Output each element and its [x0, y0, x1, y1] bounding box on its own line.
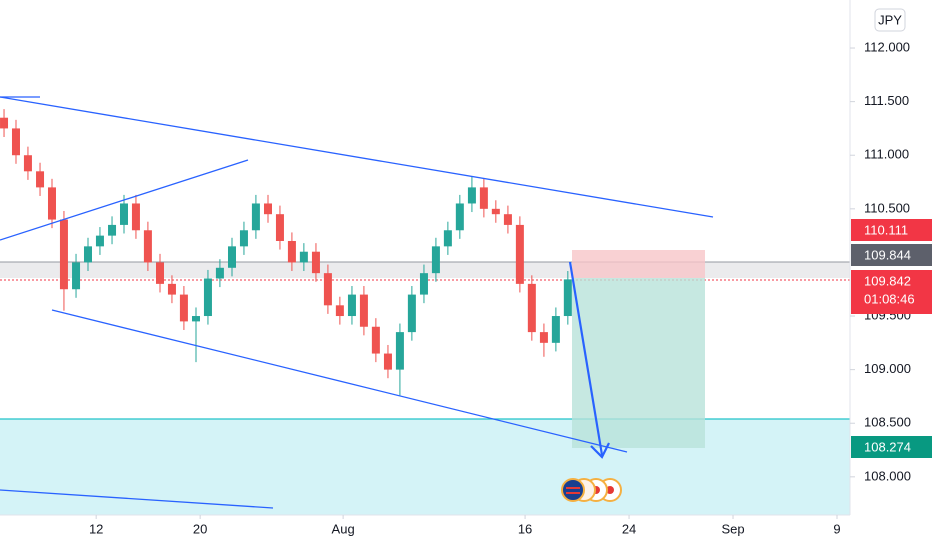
- candle-body: [23, 155, 32, 172]
- candle-body: [395, 332, 404, 370]
- forecast-arrow: [568, 261, 604, 456]
- flag-stripe: [566, 492, 580, 494]
- target-zone: [572, 278, 705, 448]
- candle-body: [47, 187, 56, 220]
- y-tick-label: 111.500: [864, 93, 909, 108]
- y-tick-label: 111.000: [864, 147, 909, 162]
- candle-body: [443, 230, 452, 247]
- candle-body: [299, 251, 308, 263]
- candle-body: [227, 246, 236, 268]
- candle-body: [72, 262, 81, 290]
- candle-body: [95, 235, 104, 247]
- candle-body: [203, 278, 212, 317]
- wedge-line: [0, 159, 249, 241]
- candle-body: [119, 203, 128, 225]
- price-label-box: [851, 244, 932, 266]
- candle-body: [287, 240, 296, 263]
- candle-body: [551, 316, 560, 343]
- price-label-box: [851, 270, 932, 314]
- event-icon: [561, 478, 585, 502]
- candle-body: [515, 224, 524, 284]
- candle-body: [0, 117, 9, 129]
- candle-body: [251, 203, 260, 231]
- candle-body: [539, 332, 548, 343]
- x-tick-label: 16: [518, 521, 532, 536]
- ticks: 112.000111.500111.000110.500109.500109.0…: [89, 39, 911, 536]
- x-tick-label: 20: [193, 521, 207, 536]
- event-icon-dot: [606, 486, 614, 494]
- candle-body: [371, 326, 380, 354]
- candle-body: [359, 294, 368, 327]
- candle-body: [347, 294, 356, 317]
- candle-body: [108, 224, 117, 236]
- price-label: 109.842: [864, 273, 911, 288]
- y-tick-label: 109.000: [864, 361, 911, 376]
- y-tick-label: 112.000: [864, 39, 910, 54]
- y-tick-label: 108.000: [864, 468, 911, 483]
- x-tick-label: Sep: [721, 521, 744, 536]
- candle-body: [11, 128, 20, 156]
- channel-bottom: [51, 309, 628, 453]
- candle-body: [455, 203, 464, 231]
- x-tick-label: 12: [89, 521, 103, 536]
- candle-body: [419, 273, 428, 295]
- stop-zone: [572, 250, 705, 278]
- candle-body: [563, 279, 572, 317]
- candle-body: [36, 171, 45, 188]
- candle-body: [239, 230, 248, 247]
- y-tick-label: 110.500: [864, 200, 910, 215]
- countdown-label: 01:08:46: [864, 291, 915, 306]
- candle-body: [491, 208, 500, 215]
- candle-body: [275, 214, 284, 241]
- price-label: 109.844: [864, 247, 911, 262]
- candle-body: [503, 214, 512, 225]
- candle-body: [467, 187, 476, 204]
- price-label: 110.111: [864, 222, 908, 237]
- candle-body: [179, 294, 188, 322]
- candle-body: [215, 267, 224, 279]
- currency-box: [874, 8, 906, 32]
- x-tick-label: 9: [833, 521, 840, 536]
- arrow-head: [590, 442, 610, 459]
- channel-top: [0, 96, 714, 218]
- candle-body: [335, 305, 344, 317]
- candle-body: [83, 246, 92, 263]
- price-label-box: [851, 219, 932, 241]
- currency-label: JPY: [878, 12, 902, 27]
- candle-body: [191, 316, 200, 322]
- x-tick-label: 24: [622, 521, 636, 536]
- x-tick-label: Aug: [332, 521, 355, 536]
- candle-body: [479, 187, 488, 209]
- candle-body: [323, 273, 332, 306]
- candle-body: [143, 230, 152, 263]
- candle-body: [527, 283, 536, 333]
- lower-line: [0, 489, 274, 509]
- candle-body: [311, 251, 320, 274]
- price-label: 108.274: [864, 439, 911, 454]
- support-zone: [0, 419, 850, 515]
- y-tick-label: 108.500: [864, 415, 911, 430]
- flag-stripe: [566, 487, 580, 489]
- candle-body: [383, 353, 392, 370]
- candle-body: [131, 203, 140, 231]
- candle-body: [167, 283, 176, 295]
- candle-body: [407, 294, 416, 333]
- candle-body: [431, 246, 440, 274]
- candle-body: [263, 203, 272, 215]
- candle-body: [59, 219, 68, 290]
- candles: [0, 109, 572, 396]
- candle-body: [155, 262, 164, 284]
- event-icons: [561, 478, 622, 502]
- drawings: [0, 96, 714, 509]
- price-label-box: [851, 436, 932, 458]
